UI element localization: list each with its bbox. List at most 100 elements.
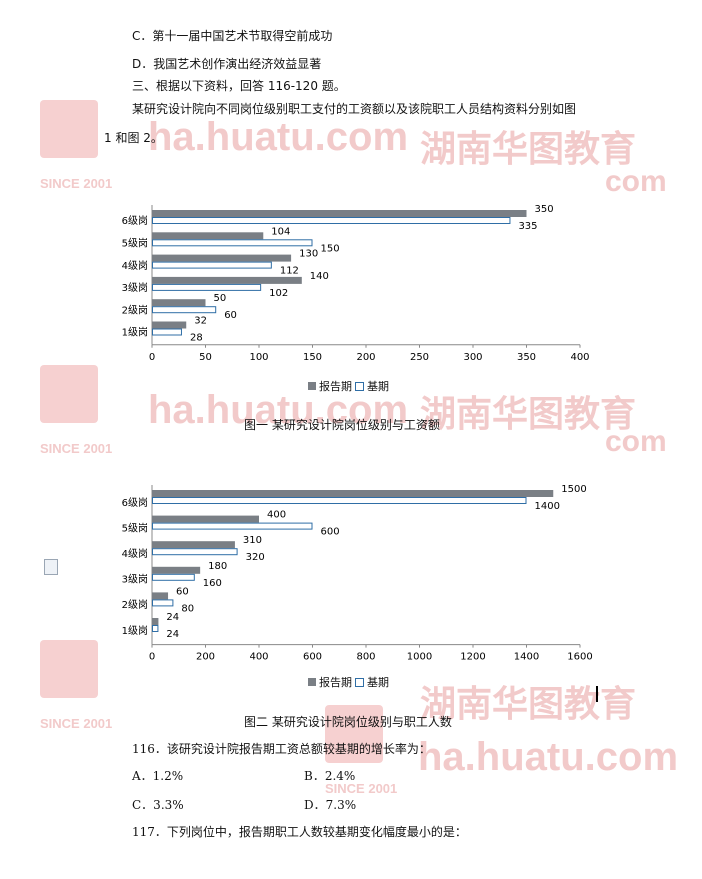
watermark-since: SINCE 2001 bbox=[40, 716, 113, 731]
data-label-report: 1500 bbox=[561, 484, 586, 495]
legend-swatch-report bbox=[308, 382, 316, 390]
category-label: 3级岗 bbox=[122, 282, 148, 294]
data-label-report: 50 bbox=[214, 293, 227, 304]
data-label-base: 60 bbox=[224, 310, 237, 321]
data-label-base: 112 bbox=[280, 266, 299, 277]
x-tick-label: 400 bbox=[570, 352, 589, 363]
bar-report bbox=[152, 254, 292, 262]
x-tick-label: 300 bbox=[463, 352, 482, 363]
data-label-base: 24 bbox=[166, 629, 179, 640]
category-label: 6级岗 bbox=[122, 497, 148, 509]
x-tick-label: 1200 bbox=[460, 652, 485, 663]
q116-option-c: C．3.3% bbox=[132, 798, 184, 812]
chart-salary: 0 50 100 150 200 250 300 350 400 6级岗 350 335 5级岗 104 1… bbox=[122, 204, 590, 363]
document-icon[interactable] bbox=[44, 559, 58, 575]
watermark-brand: 湖南华图教育 bbox=[420, 683, 637, 724]
data-label-report: 310 bbox=[243, 535, 262, 546]
chart1-legend: 报告期 基期 bbox=[308, 378, 389, 394]
watermark-since: SINCE 2001 bbox=[40, 176, 113, 191]
watermark-url: ha.huatu.com bbox=[418, 735, 679, 779]
x-tick-label: 1400 bbox=[514, 652, 539, 663]
bar-base bbox=[152, 625, 159, 632]
x-tick-label: 1000 bbox=[407, 652, 432, 663]
section-heading: 三、根据以下资料，回答 116-120 题。 bbox=[132, 79, 346, 93]
bar-report bbox=[152, 276, 302, 284]
q116-option-a: A．1.2% bbox=[132, 769, 184, 783]
bar-report bbox=[152, 541, 235, 549]
category-label: 3级岗 bbox=[122, 574, 148, 586]
q116-option-d: D．7.3% bbox=[304, 798, 357, 812]
intro-line-1: 某研究设计院向不同岗位级别职工支付的工资额以及该院职工人员结构资料分别如图 bbox=[132, 102, 577, 116]
data-label-report: 350 bbox=[535, 204, 554, 215]
data-label-base: 320 bbox=[246, 552, 265, 563]
x-tick-label: 50 bbox=[199, 352, 212, 363]
bar-report bbox=[152, 515, 259, 523]
legend-swatch-base bbox=[355, 677, 364, 687]
q116-option-b: B．2.4% bbox=[304, 769, 356, 783]
bar-base bbox=[152, 306, 217, 314]
category-label: 2级岗 bbox=[122, 599, 148, 611]
category-label: 6级岗 bbox=[122, 215, 148, 227]
data-label-base: 335 bbox=[518, 221, 537, 232]
bar-base bbox=[152, 522, 313, 530]
question-116: 116．该研究设计院报告期工资总额较基期的增长率为： bbox=[132, 742, 431, 756]
watermark-url: ha.huatu.com bbox=[148, 115, 409, 159]
data-label-report: 400 bbox=[267, 510, 286, 521]
category-label: 5级岗 bbox=[122, 237, 148, 249]
data-label-base: 28 bbox=[190, 333, 203, 344]
intro-line-2: 1 和图 2。 bbox=[104, 131, 163, 145]
huatu-logo bbox=[40, 100, 98, 158]
x-tick-label: 350 bbox=[517, 352, 536, 363]
bar-base bbox=[152, 217, 511, 224]
text-cursor bbox=[596, 686, 598, 702]
bar-report bbox=[152, 490, 554, 497]
bar-report bbox=[152, 232, 264, 240]
option-d: D．我国艺术创作演出经济效益显著 bbox=[132, 57, 322, 71]
legend-swatch-base bbox=[355, 381, 364, 391]
legend-label-base: 基期 bbox=[367, 676, 389, 689]
data-label-report: 24 bbox=[166, 612, 179, 623]
option-c: C．第十一届中国艺术节取得空前成功 bbox=[132, 29, 333, 43]
category-label: 1级岗 bbox=[122, 327, 148, 339]
question-117: 117．下列岗位中，报告期职工人数较基期变化幅度最小的是： bbox=[132, 825, 467, 839]
data-label-report: 60 bbox=[176, 586, 189, 597]
x-tick-label: 0 bbox=[149, 652, 155, 663]
bar-base bbox=[152, 497, 527, 504]
x-tick-label: 150 bbox=[303, 352, 322, 363]
watermark-com: com bbox=[605, 165, 667, 198]
x-tick-label: 800 bbox=[356, 652, 375, 663]
bar-base bbox=[152, 548, 238, 556]
chart2-caption: 图二 某研究设计院岗位级别与职工人数 bbox=[244, 715, 452, 729]
data-label-report: 32 bbox=[194, 316, 207, 327]
watermark-group-1: SINCE 2001 bbox=[40, 100, 112, 191]
category-label: 2级岗 bbox=[122, 304, 148, 316]
bar-base bbox=[152, 283, 262, 291]
bar-report bbox=[152, 210, 527, 217]
category-label: 4级岗 bbox=[122, 260, 148, 272]
bar-base bbox=[152, 239, 313, 247]
bar-report bbox=[152, 299, 206, 307]
x-tick-label: 200 bbox=[356, 352, 375, 363]
x-tick-label: 400 bbox=[249, 652, 268, 663]
watermark-brand: 湖南华图教育 bbox=[420, 128, 637, 169]
chart-headcount: 0 200 400 600 800 1000 1200 1400 16006级岗15001400… bbox=[122, 484, 593, 663]
legend-label-report: 报告期 bbox=[319, 380, 352, 393]
data-label-report: 140 bbox=[310, 271, 329, 282]
huatu-logo bbox=[40, 365, 98, 423]
data-label-base: 600 bbox=[321, 527, 340, 538]
chart2-legend: 报告期 基期 bbox=[308, 674, 389, 690]
bar-base bbox=[152, 328, 182, 336]
data-label-base: 1400 bbox=[535, 501, 560, 512]
data-label-base: 102 bbox=[269, 288, 288, 299]
data-label-base: 80 bbox=[181, 603, 194, 614]
x-tick-label: 100 bbox=[249, 352, 268, 363]
category-label: 5级岗 bbox=[122, 522, 148, 534]
chart1-caption: 图一 某研究设计院岗位级别与工资额 bbox=[244, 418, 440, 432]
data-label-report: 130 bbox=[299, 249, 318, 260]
legend-label-report: 报告期 bbox=[319, 676, 352, 689]
data-label-base: 160 bbox=[203, 578, 222, 589]
bar-base bbox=[152, 573, 195, 581]
bar-report bbox=[152, 566, 201, 574]
bar-base bbox=[152, 261, 272, 269]
bar-report bbox=[152, 592, 169, 600]
